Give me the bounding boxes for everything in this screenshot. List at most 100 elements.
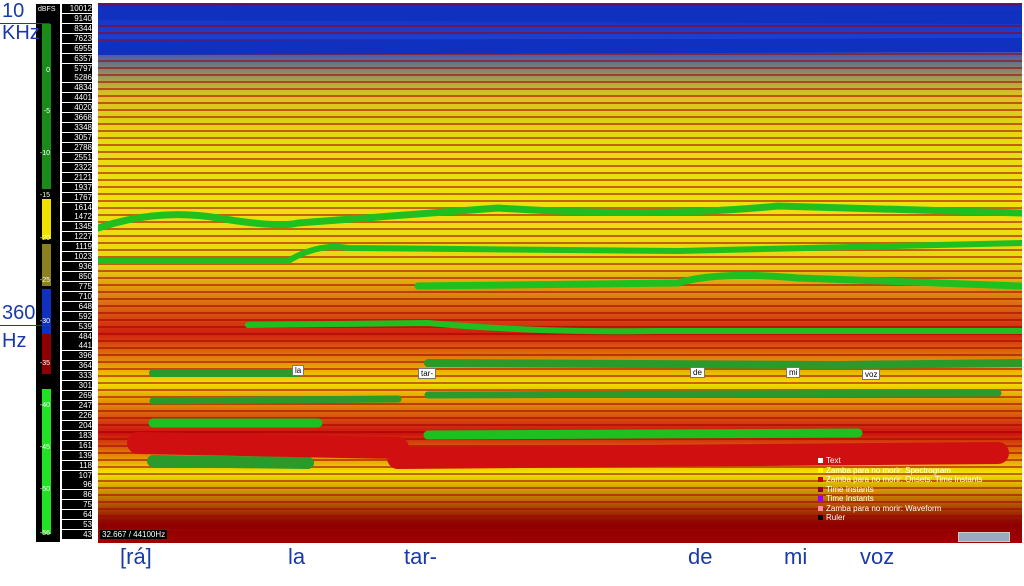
colorbar-band <box>42 24 51 189</box>
legend-swatch <box>818 477 823 482</box>
colorbar-band <box>42 289 51 334</box>
status: 32.667 / 44100Hz <box>100 530 168 539</box>
legend-entry: Ruler <box>818 513 845 522</box>
harmonic <box>414 271 1022 290</box>
frequency-label: 1023 <box>62 252 92 262</box>
frequency-label: 592 <box>62 311 92 321</box>
colorbar-label: -50 <box>39 486 50 493</box>
axis-label: 10 <box>2 0 25 22</box>
frequency-label: 441 <box>62 341 92 351</box>
colorbar-band <box>42 199 51 239</box>
colorbar-label: -30 <box>39 318 50 325</box>
colorbar-label: -35 <box>39 360 50 367</box>
frequency-label: 204 <box>62 420 92 430</box>
legend-text: Zamba para no morir: Onsets: Time Instan… <box>826 475 983 484</box>
legend-entry: Zamba para no morir: Spectrogram <box>818 466 951 475</box>
colorbar-label: -15 <box>39 192 50 199</box>
lyric: mi <box>784 544 808 569</box>
colorbar-label: -40 <box>39 402 50 409</box>
spectrogram <box>98 3 1022 543</box>
harmonic <box>148 418 863 440</box>
harmonic <box>147 455 314 469</box>
frequency-label: 4020 <box>62 103 92 113</box>
colorbar-label: -56 <box>39 530 50 537</box>
frequency-label: 1767 <box>62 192 92 202</box>
frequency-label: 2322 <box>62 162 92 172</box>
axis-label: Hz <box>2 330 27 352</box>
frequency-label: 161 <box>62 440 92 450</box>
harmonics <box>98 6 1022 469</box>
colorbar-title: dBFS <box>38 6 56 13</box>
colorbar-label: -10 <box>39 150 50 157</box>
harmonic <box>149 389 1002 405</box>
frequency-label: 269 <box>62 391 92 401</box>
colorbar-label: -20 <box>39 235 50 242</box>
frequency-label: 3668 <box>62 113 92 123</box>
legend-swatch <box>818 496 823 501</box>
annotation: la <box>292 365 305 376</box>
legend-text: Ruler <box>826 513 846 522</box>
frequency-label: 139 <box>62 450 92 460</box>
frequency-label: 648 <box>62 301 92 311</box>
frequency-label: 118 <box>62 460 92 470</box>
frequency-label: 2788 <box>62 142 92 152</box>
lyric: [rá] <box>120 544 152 569</box>
high-band <box>98 6 1022 55</box>
frequency-label: 775 <box>62 281 92 291</box>
frequency-label: 484 <box>62 331 92 341</box>
frequency-label: 1472 <box>62 212 92 222</box>
frequency-label: 850 <box>62 272 92 281</box>
frequency-label: 6357 <box>62 53 92 63</box>
frequency-label: 183 <box>62 430 92 440</box>
lyric: voz <box>860 544 895 569</box>
frequency-label: 1614 <box>62 202 92 212</box>
frequency-label: 301 <box>62 381 92 391</box>
frequency-label: 5797 <box>62 63 92 73</box>
frequency-label: 1345 <box>62 222 92 232</box>
legend-entry: Time Instants <box>818 485 874 494</box>
frequency-label: 7623 <box>62 33 92 43</box>
frequency-label: 5286 <box>62 73 92 83</box>
frequency-label: 2551 <box>62 152 92 162</box>
harmonic <box>149 359 1022 377</box>
frequency-label: 1937 <box>62 182 92 192</box>
colorbar-band <box>42 334 51 374</box>
frequency-label: 75 <box>62 500 92 510</box>
frequency-label: 396 <box>62 351 92 361</box>
legend-swatch <box>818 486 823 492</box>
legend-text: Zamba para no morir: Waveform <box>826 503 942 513</box>
frequency-label: 333 <box>62 371 92 381</box>
axis-rule <box>0 325 50 326</box>
legend-text: Zamba para no morir: Spectrogram <box>826 465 951 475</box>
frequency-label: 8344 <box>62 23 92 33</box>
legend-text: Text <box>826 456 841 465</box>
frequency-label: 2121 <box>62 172 92 182</box>
legend-text: Time Instants <box>826 494 874 503</box>
colorbar-label: -45 <box>39 444 50 451</box>
legend-text: Time Instants <box>826 484 874 494</box>
colorbar <box>36 4 60 542</box>
legend-entry: Text <box>818 456 841 465</box>
frequency-label: 247 <box>62 401 92 411</box>
frequency-label: 6955 <box>62 43 92 53</box>
frequency-label: 364 <box>62 361 92 371</box>
frequency-label: 4401 <box>62 93 92 103</box>
legend-swatch <box>818 467 823 473</box>
frequency-label: 10012 <box>62 4 92 13</box>
axis-label: KHz <box>2 22 40 44</box>
scroll-control <box>958 532 1010 542</box>
annotation: tar- <box>418 368 436 379</box>
legend-entry: Zamba para no morir: Waveform <box>818 504 941 513</box>
legend-swatch <box>818 505 823 511</box>
lyric: tar- <box>404 544 437 569</box>
frequency-label: 936 <box>62 262 92 272</box>
harmonic <box>98 240 1022 264</box>
legend-entry: Time Instants <box>818 494 874 503</box>
frequency-label: 3057 <box>62 133 92 143</box>
axis-label: 360 <box>2 302 36 324</box>
frequency-label: 43 <box>62 530 92 540</box>
annotation: mi <box>786 367 801 378</box>
colorbar-band <box>42 389 51 534</box>
spectrogram-overlay <box>98 6 1022 469</box>
